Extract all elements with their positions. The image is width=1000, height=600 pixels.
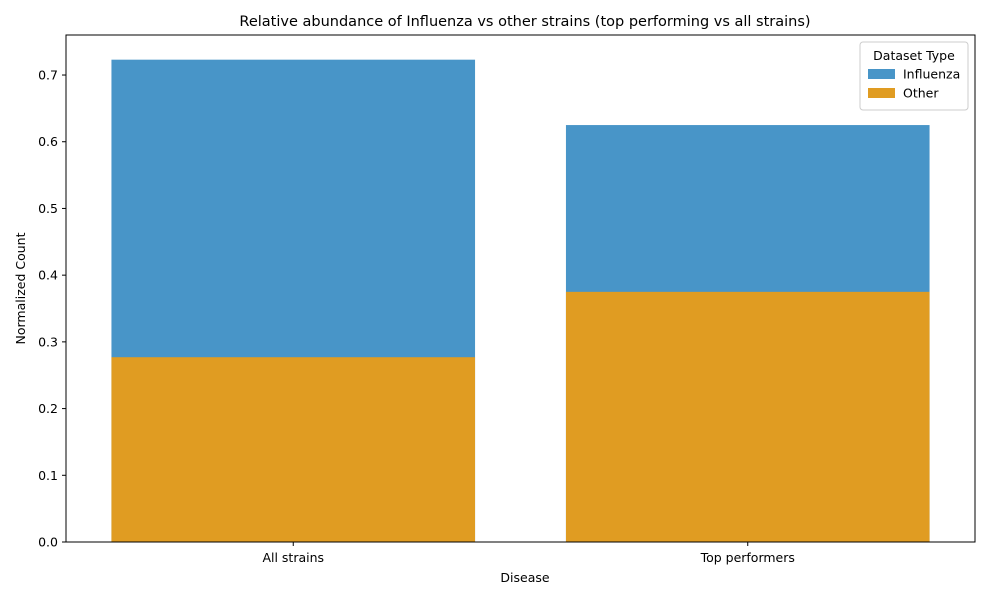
y-tick-label: 0.2 bbox=[38, 401, 58, 416]
chart-title: Relative abundance of Influenza vs other… bbox=[239, 14, 810, 30]
legend-items: Influenza Other bbox=[868, 67, 960, 101]
legend-swatch-other bbox=[868, 88, 895, 98]
bar-other-2 bbox=[565, 291, 930, 542]
y-tick-label: 0.5 bbox=[38, 201, 58, 216]
y-tick-label: 0.6 bbox=[38, 134, 58, 149]
legend-swatch-influenza bbox=[868, 69, 895, 79]
legend-title: Dataset Type bbox=[873, 48, 955, 63]
y-axis: 0.0 0.1 0.2 0.3 0.4 0.5 0.6 0.7 bbox=[38, 68, 66, 550]
bar-other-1 bbox=[111, 357, 476, 542]
x-axis-label: Disease bbox=[500, 570, 549, 585]
x-tick-label: Top performers bbox=[700, 550, 795, 565]
legend-label-other: Other bbox=[903, 86, 939, 101]
bars-layer bbox=[111, 59, 930, 543]
y-tick-label: 0.7 bbox=[38, 68, 58, 83]
plot-frame bbox=[65, 34, 976, 543]
y-tick-label: 0.4 bbox=[38, 268, 58, 283]
y-tick-label: 0.1 bbox=[38, 468, 58, 483]
legend: Dataset Type Influenza Other bbox=[859, 41, 969, 111]
y-tick-label: 0.3 bbox=[38, 334, 58, 349]
y-axis-label: Normalized Count bbox=[13, 232, 28, 344]
x-axis: All strains Top performers bbox=[262, 542, 795, 565]
legend-label-influenza: Influenza bbox=[903, 67, 960, 82]
x-tick-label: All strains bbox=[262, 550, 324, 565]
y-tick-label: 0.0 bbox=[38, 535, 58, 550]
